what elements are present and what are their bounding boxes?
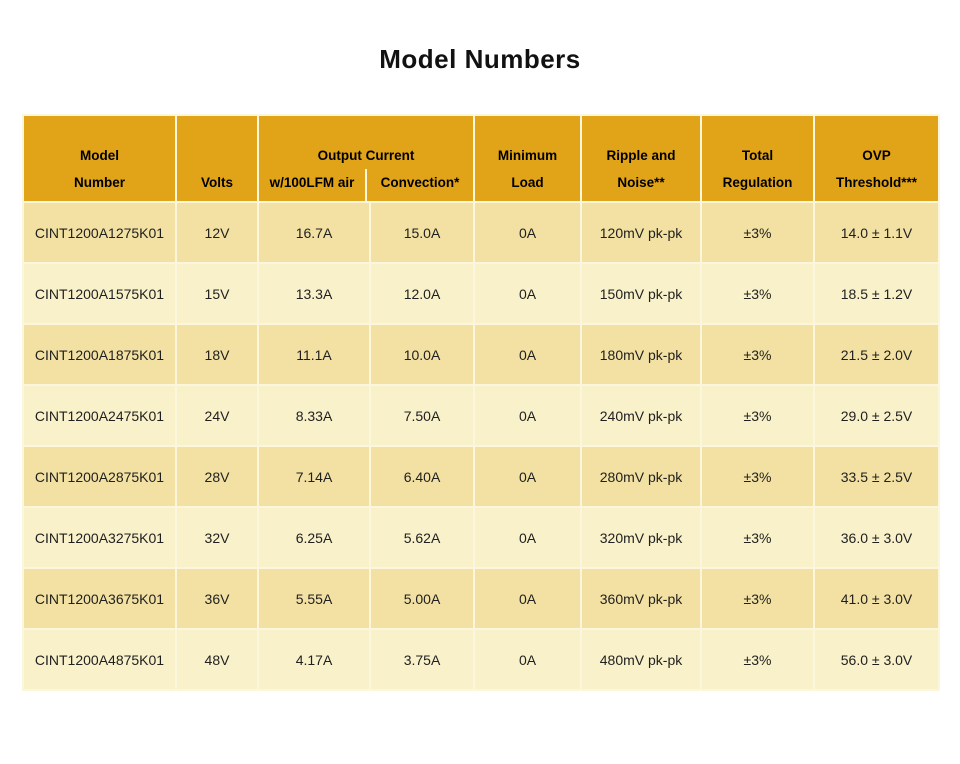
table-body: CINT1200A1275K01 12V 16.7A 15.0A 0A 120m…	[22, 201, 941, 691]
model-number-cell: CINT1200A3675K01	[22, 567, 177, 630]
header-line: Regulation	[722, 175, 793, 190]
header-line: Number	[73, 175, 125, 190]
table-row: CINT1200A3275K01 32V 6.25A 5.62A 0A 320m…	[22, 506, 941, 569]
model-number-cell: CINT1200A2475K01	[22, 384, 177, 447]
ovp-threshold-cell: 29.0 ± 2.5V	[813, 384, 941, 447]
minimum-load-cell: 0A	[473, 384, 583, 447]
minimum-load-cell: 0A	[473, 201, 583, 264]
current-convection-cell: 5.00A	[368, 567, 476, 630]
regulation-cell: ±3%	[700, 506, 816, 569]
table-row: CINT1200A2475K01 24V 8.33A 7.50A 0A 240m…	[22, 384, 941, 447]
col-header-volts: Volts	[175, 114, 259, 203]
header-line: Ripple and	[606, 148, 676, 163]
ripple-noise-cell: 180mV pk-pk	[580, 323, 703, 386]
ovp-threshold-cell: 41.0 ± 3.0V	[813, 567, 941, 630]
table-row: CINT1200A1875K01 18V 11.1A 10.0A 0A 180m…	[22, 323, 941, 386]
current-lfm-cell: 13.3A	[257, 262, 371, 325]
header-line: Threshold***	[836, 175, 918, 190]
regulation-cell: ±3%	[700, 262, 816, 325]
current-lfm-cell: 16.7A	[257, 201, 371, 264]
regulation-cell: ±3%	[700, 567, 816, 630]
minimum-load-cell: 0A	[473, 628, 583, 691]
volts-cell: 32V	[175, 506, 259, 569]
table-row: CINT1200A3675K01 36V 5.55A 5.00A 0A 360m…	[22, 567, 941, 630]
regulation-cell: ±3%	[700, 628, 816, 691]
ripple-noise-cell: 320mV pk-pk	[580, 506, 703, 569]
table-row: CINT1200A1275K01 12V 16.7A 15.0A 0A 120m…	[22, 201, 941, 264]
col-header-ovp-threshold: OVP Threshold***	[813, 114, 941, 203]
minimum-load-cell: 0A	[473, 567, 583, 630]
header-line: Model	[80, 148, 119, 163]
minimum-load-cell: 0A	[473, 445, 583, 508]
header-line: Total	[741, 148, 774, 163]
minimum-load-cell: 0A	[473, 323, 583, 386]
ripple-noise-cell: 120mV pk-pk	[580, 201, 703, 264]
header-line: w/100LFM air	[269, 175, 355, 190]
col-header-total-regulation: Total Regulation	[700, 114, 816, 203]
regulation-cell: ±3%	[700, 445, 816, 508]
ovp-threshold-cell: 36.0 ± 3.0V	[813, 506, 941, 569]
col-header-ripple-noise: Ripple and Noise**	[580, 114, 703, 203]
table-row: CINT1200A2875K01 28V 7.14A 6.40A 0A 280m…	[22, 445, 941, 508]
ripple-noise-cell: 360mV pk-pk	[580, 567, 703, 630]
ovp-threshold-cell: 21.5 ± 2.0V	[813, 323, 941, 386]
ovp-threshold-cell: 14.0 ± 1.1V	[813, 201, 941, 264]
volts-cell: 48V	[175, 628, 259, 691]
current-lfm-cell: 4.17A	[257, 628, 371, 691]
current-lfm-cell: 8.33A	[257, 384, 371, 447]
header-line: OVP	[862, 148, 891, 163]
model-number-cell: CINT1200A4875K01	[22, 628, 177, 691]
ripple-noise-cell: 240mV pk-pk	[580, 384, 703, 447]
model-number-cell: CINT1200A1275K01	[22, 201, 177, 264]
current-convection-cell: 5.62A	[368, 506, 476, 569]
header-line: Load	[511, 175, 544, 190]
current-lfm-cell: 5.55A	[257, 567, 371, 630]
regulation-cell: ±3%	[700, 384, 816, 447]
header-line: Convection*	[365, 169, 472, 200]
minimum-load-cell: 0A	[473, 262, 583, 325]
volts-cell: 24V	[175, 384, 259, 447]
col-header-model-number: Model Number	[22, 114, 177, 203]
slide: Model Numbers Model Number Volts	[0, 44, 960, 764]
header-line: Volts	[200, 175, 233, 190]
header-line: Noise**	[617, 175, 665, 190]
header-row: Model Number Volts Output Current w/100L…	[22, 114, 941, 203]
model-number-cell: CINT1200A1575K01	[22, 262, 177, 325]
volts-cell: 12V	[175, 201, 259, 264]
ripple-noise-cell: 280mV pk-pk	[580, 445, 703, 508]
col-header-output-current: Output Current w/100LFM air Convection*	[256, 114, 476, 203]
model-number-cell: CINT1200A3275K01	[22, 506, 177, 569]
ovp-threshold-cell: 33.5 ± 2.5V	[813, 445, 941, 508]
page-title: Model Numbers	[379, 44, 581, 74]
model-numbers-table: Model Number Volts Output Current w/100L…	[22, 114, 941, 691]
volts-cell: 15V	[175, 262, 259, 325]
current-convection-cell: 3.75A	[368, 628, 476, 691]
volts-cell: 28V	[175, 445, 259, 508]
volts-cell: 36V	[175, 567, 259, 630]
table-row: CINT1200A4875K01 48V 4.17A 3.75A 0A 480m…	[22, 628, 941, 691]
current-convection-cell: 12.0A	[368, 262, 476, 325]
minimum-load-cell: 0A	[473, 506, 583, 569]
current-convection-cell: 15.0A	[368, 201, 476, 264]
model-number-cell: CINT1200A1875K01	[22, 323, 177, 386]
header-line: Minimum	[497, 148, 558, 163]
table-row: CINT1200A1575K01 15V 13.3A 12.0A 0A 150m…	[22, 262, 941, 325]
regulation-cell: ±3%	[700, 201, 816, 264]
current-lfm-cell: 6.25A	[257, 506, 371, 569]
col-header-minimum-load: Minimum Load	[473, 114, 583, 203]
model-number-cell: CINT1200A2875K01	[22, 445, 177, 508]
volts-cell: 18V	[175, 323, 259, 386]
current-convection-cell: 7.50A	[368, 384, 476, 447]
current-lfm-cell: 7.14A	[257, 445, 371, 508]
ripple-noise-cell: 480mV pk-pk	[580, 628, 703, 691]
header-line: Output Current	[317, 148, 415, 163]
table-header: Model Number Volts Output Current w/100L…	[22, 114, 941, 203]
current-lfm-cell: 11.1A	[257, 323, 371, 386]
ovp-threshold-cell: 18.5 ± 1.2V	[813, 262, 941, 325]
ovp-threshold-cell: 56.0 ± 3.0V	[813, 628, 941, 691]
current-convection-cell: 6.40A	[368, 445, 476, 508]
ripple-noise-cell: 150mV pk-pk	[580, 262, 703, 325]
regulation-cell: ±3%	[700, 323, 816, 386]
current-convection-cell: 10.0A	[368, 323, 476, 386]
